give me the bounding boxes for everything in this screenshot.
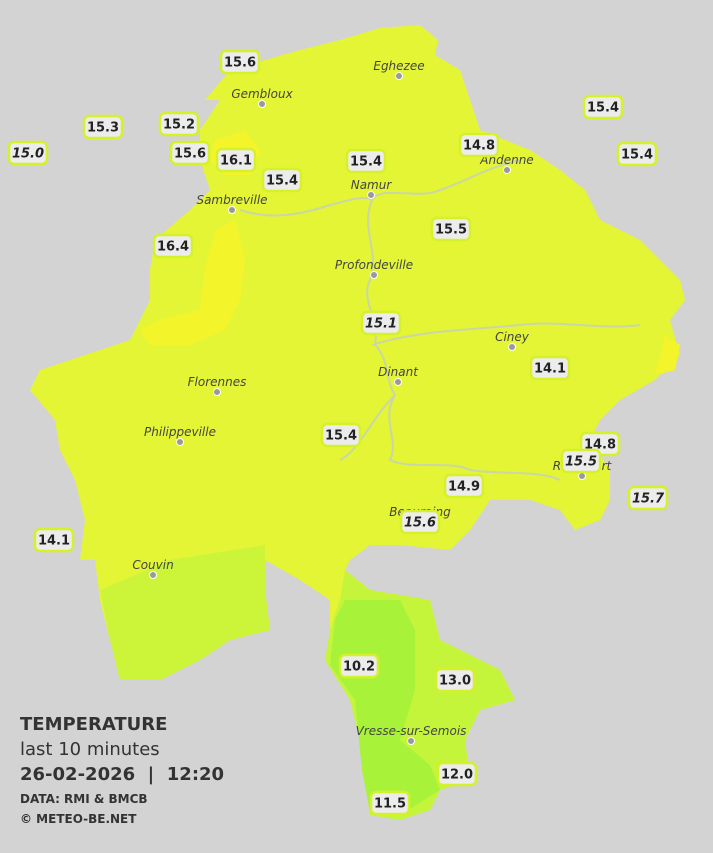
station-value: 15.2 — [163, 118, 195, 133]
station-box — [627, 485, 669, 511]
town-marker — [176, 438, 184, 446]
station-box — [215, 147, 257, 173]
station-value: 10.2 — [343, 660, 375, 675]
station-value: 15.7 — [632, 492, 665, 507]
town-marker — [508, 343, 516, 351]
station-box — [434, 667, 476, 693]
town-label: Vresse-sur-Semois — [356, 724, 467, 738]
station-value: 15.5 — [435, 223, 467, 238]
station-box — [369, 790, 411, 816]
legend-title: TEMPERATURE — [20, 714, 167, 735]
town-marker — [578, 472, 586, 480]
town-marker — [228, 206, 236, 214]
station-value: 14.8 — [463, 139, 495, 154]
station-box — [82, 114, 124, 140]
station-value: 15.3 — [87, 121, 119, 136]
station-box — [430, 216, 472, 242]
station-value: 15.0 — [12, 147, 44, 162]
legend-subtitle: last 10 minutes — [20, 739, 160, 760]
station-box — [152, 233, 194, 259]
station-box — [436, 761, 478, 787]
town-marker — [367, 191, 375, 199]
town-label: Profondeville — [335, 258, 413, 272]
town-marker — [149, 571, 157, 579]
station-box — [360, 310, 402, 336]
station-value: 13.0 — [439, 674, 471, 689]
station-value: 11.5 — [374, 797, 406, 812]
town-label: Sambreville — [196, 193, 267, 207]
station-value: 12.0 — [441, 768, 473, 783]
river — [239, 159, 641, 481]
town-label: Florennes — [188, 375, 247, 389]
legend: TEMPERATURE last 10 minutes 26-02-2026 |… — [20, 714, 224, 826]
station-box — [261, 167, 303, 193]
station-box — [33, 527, 75, 553]
station-value: 16.1 — [220, 154, 252, 169]
station-box — [443, 473, 485, 499]
station-box — [345, 148, 387, 174]
station-box — [582, 94, 624, 120]
station-value: 15.4 — [266, 174, 298, 189]
station-value: 15.4 — [350, 155, 382, 170]
town-label: Couvin — [132, 558, 173, 572]
town-label: Philippeville — [144, 425, 216, 439]
station-value: 15.4 — [621, 148, 653, 163]
station-value: 14.1 — [38, 534, 70, 549]
town-marker — [258, 100, 266, 108]
town-label: Gembloux — [231, 87, 293, 101]
legend-source: DATA: RMI & BMCB — [20, 792, 148, 806]
town-marker — [213, 388, 221, 396]
town-marker — [407, 737, 415, 745]
cool-zone — [100, 545, 270, 680]
towns: EghezeeGemblouxAndenneNamurSambrevillePr… — [132, 59, 613, 745]
station-box — [169, 140, 211, 166]
stations: 15.6 15.3 15.0 15.2 15.6 16.1 15.4 15.4 14.8 15.4… — [7, 49, 669, 816]
station-box — [320, 422, 362, 448]
station-box — [458, 132, 500, 158]
town-marker — [370, 271, 378, 279]
station-box — [560, 448, 602, 474]
station-value: 14.1 — [534, 362, 566, 377]
legend-copyright: © METEO-BE.NET — [20, 812, 137, 826]
station-box — [158, 111, 200, 137]
station-value: 15.1 — [365, 317, 397, 332]
station-box — [338, 653, 380, 679]
town-marker — [394, 378, 402, 386]
station-value: 15.4 — [325, 429, 357, 444]
legend-datetime: 26-02-2026 | 12:20 — [20, 764, 224, 785]
station-box — [399, 509, 441, 535]
station-value: 15.6 — [174, 147, 206, 162]
station-value: 14.9 — [448, 480, 480, 495]
town-label: Namur — [351, 178, 393, 192]
station-box — [7, 140, 49, 166]
station-box — [529, 355, 571, 381]
station-value: 16.4 — [157, 240, 189, 255]
station-value: 15.6 — [404, 516, 436, 531]
station-box — [219, 49, 261, 75]
station-box — [616, 141, 658, 167]
warm-zone — [140, 220, 245, 345]
town-label: Dinant — [378, 365, 419, 379]
station-value: 15.5 — [565, 455, 597, 470]
town-label: Ciney — [495, 330, 530, 344]
warm-zone — [655, 335, 680, 375]
town-marker — [395, 72, 403, 80]
town-label: Eghezee — [373, 59, 424, 73]
station-value: 15.6 — [224, 56, 256, 71]
town-marker — [503, 166, 511, 174]
station-value: 15.4 — [587, 101, 619, 116]
